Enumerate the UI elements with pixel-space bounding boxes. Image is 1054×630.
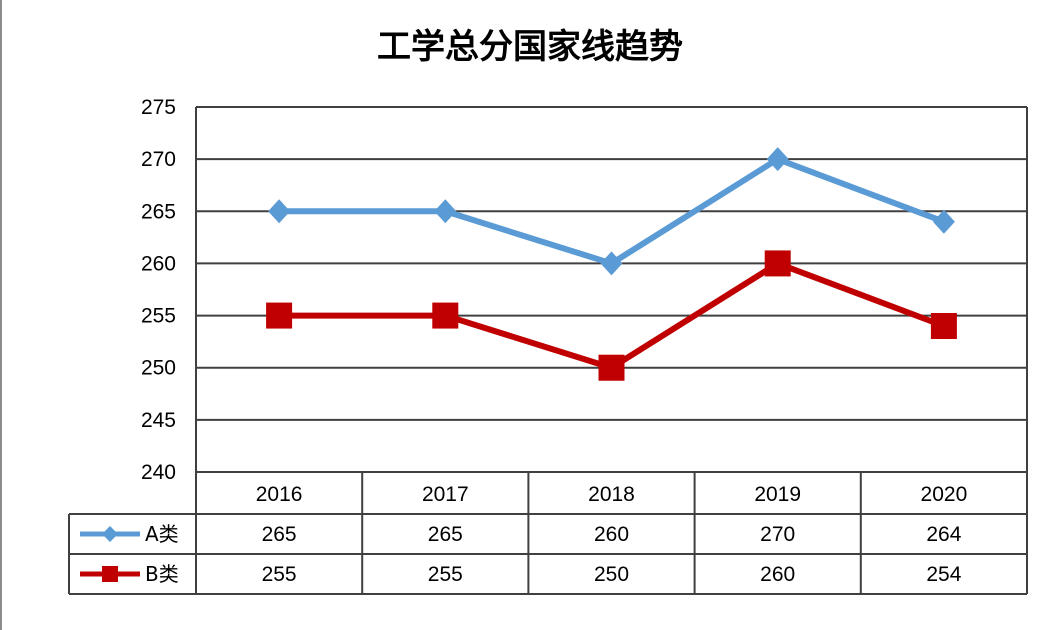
- x-tick-label: 2016: [256, 483, 303, 506]
- legend-key-square: [102, 566, 118, 582]
- x-tick-label: 2017: [422, 483, 469, 506]
- gridlines: [195, 106, 1028, 473]
- data-point-square: [598, 354, 625, 381]
- legend-label: A类: [145, 522, 179, 546]
- y-tick-label: 250: [141, 357, 176, 380]
- table-cell-value: 270: [760, 523, 795, 546]
- table-cell-value: 264: [926, 523, 961, 546]
- y-axis-ticks: 240 245 250 255 260 265 270 275: [141, 96, 176, 484]
- chart-title: 工学总分国家线趋势: [377, 27, 683, 67]
- y-tick-label: 255: [141, 305, 176, 328]
- data-point-diamond: [932, 209, 955, 234]
- table-cell-value: 255: [428, 563, 463, 586]
- legend-label: B类: [145, 562, 179, 586]
- table-cell-value: 250: [594, 563, 629, 586]
- y-tick-label: 270: [141, 148, 176, 171]
- data-point-diamond: [766, 147, 789, 172]
- data-point-diamond: [600, 251, 623, 276]
- table-cell-value: 265: [262, 523, 297, 546]
- y-tick-label: 260: [141, 252, 176, 275]
- series-lines: [266, 147, 957, 381]
- data-table: 2016 2017 2018 2019 2020 A类 265 265 260 270 264 B类 2…: [68, 472, 1028, 595]
- y-tick-label: 275: [141, 96, 176, 119]
- legend-key-diamond: [102, 526, 118, 542]
- data-point-square: [432, 302, 459, 329]
- y-tick-label: 265: [141, 200, 176, 223]
- table-cell-value: 265: [428, 523, 463, 546]
- table-cell-value: 260: [760, 563, 795, 586]
- x-tick-label: 2018: [588, 483, 635, 506]
- table-cell-value: 254: [926, 563, 961, 586]
- x-tick-label: 2019: [754, 483, 801, 506]
- y-tick-label: 245: [141, 409, 176, 432]
- table-cell-value: 260: [594, 523, 629, 546]
- data-point-diamond: [268, 199, 291, 224]
- x-tick-label: 2020: [921, 483, 968, 506]
- data-point-diamond: [434, 199, 457, 224]
- data-point-square: [764, 250, 791, 277]
- table-cell-value: 255: [262, 563, 297, 586]
- data-point-square: [930, 313, 957, 339]
- data-point-square: [266, 302, 293, 329]
- y-tick-label: 240: [141, 461, 176, 484]
